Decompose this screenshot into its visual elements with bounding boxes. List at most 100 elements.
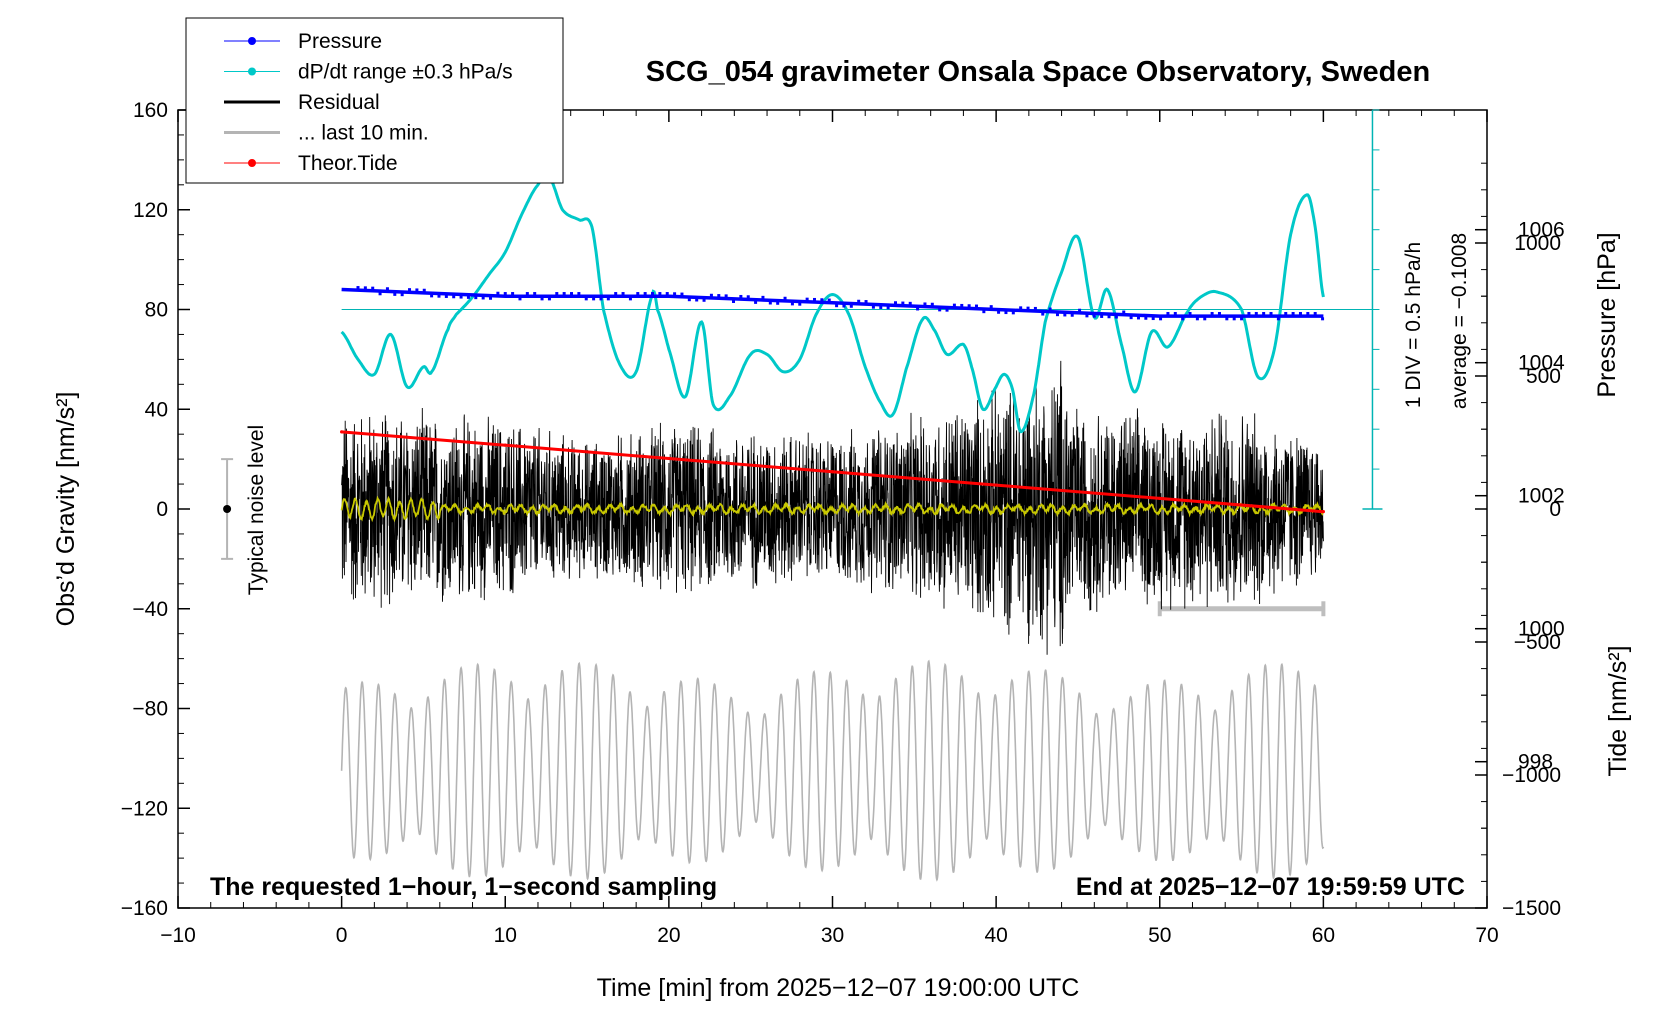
pressure-point [1159, 317, 1163, 321]
last-10-min-line [340, 659, 1325, 882]
pressure-point [938, 308, 942, 312]
pressure-point [1136, 316, 1140, 320]
pressure-point [518, 297, 522, 301]
pressure-point [459, 295, 463, 299]
pressure-point [665, 292, 669, 296]
y-tick-label: 120 [133, 199, 168, 222]
dpdt-line [340, 174, 1325, 434]
series-dpdt [340, 174, 1325, 434]
pressure-point [893, 301, 897, 305]
pressure-point [989, 305, 993, 309]
pressure-point [923, 302, 927, 306]
pressure-point [643, 292, 647, 296]
pressure-point [371, 286, 375, 290]
pressure-point [842, 304, 846, 308]
pressure-point [857, 299, 861, 303]
pressure-point [717, 294, 721, 298]
pressure-point [525, 292, 529, 296]
pressure-point [820, 298, 824, 302]
tide-point [1321, 510, 1325, 514]
pressure-point [356, 286, 360, 290]
y-axis-label-tide: Tide [nm/s²] [1604, 645, 1632, 776]
pressure-point [614, 292, 618, 296]
pressure-point [599, 297, 603, 301]
x-tick-label: 70 [1475, 924, 1498, 947]
pressure-point [849, 304, 853, 308]
pressure-point [474, 296, 478, 300]
series-theoretical-tide [340, 430, 1325, 514]
pressure-point [1078, 308, 1082, 312]
pressure-point [1321, 317, 1325, 321]
pressure-point [503, 292, 507, 296]
pressure-point [378, 292, 382, 296]
pressure-point [982, 310, 986, 314]
pressure-point [636, 292, 640, 296]
pressure-point [1055, 313, 1059, 317]
tide-point [994, 483, 998, 487]
pressure-point [732, 299, 736, 303]
pressure-point [1173, 311, 1177, 315]
pressure-point [871, 305, 875, 309]
tide-point [340, 430, 344, 434]
x-tick-label: −10 [160, 924, 196, 947]
footer-left: The requested 1−hour, 1−second sampling [210, 873, 717, 901]
pressure-point [960, 303, 964, 307]
pressure-point [415, 288, 419, 292]
pressure-point [768, 301, 772, 305]
x-axis-label: Time [min] from 2025−12−07 19:00:00 UTC [597, 974, 1080, 1002]
tide-tick-label: −1000 [1502, 764, 1561, 787]
pressure-point [673, 292, 677, 296]
pressure-point [1085, 314, 1089, 318]
pressure-point [489, 296, 493, 300]
tide-tick-label: −1500 [1502, 897, 1561, 920]
legend-label: ... last 10 min. [298, 122, 429, 145]
pressure-point [805, 297, 809, 301]
pressure-point [1195, 317, 1199, 321]
legend-label: dP/dt range ±0.3 hPa/s [298, 61, 513, 84]
noise-bar-center [223, 505, 232, 513]
pressure-point [1203, 317, 1207, 321]
pressure-point [1225, 317, 1229, 321]
pressure-point [835, 304, 839, 308]
pressure-point [1041, 312, 1045, 316]
pressure-point [1181, 317, 1185, 321]
pressure-line [341, 287, 1324, 318]
y-axis-label-gravity: Obs’d Gravity [nm/s²] [52, 392, 80, 627]
pressure-point [798, 302, 802, 306]
pressure-point [945, 308, 949, 312]
pressure-point [452, 295, 456, 299]
pressure-point [724, 294, 728, 298]
x-tick-label: 50 [1148, 924, 1171, 947]
pressure-point [1048, 307, 1052, 311]
pressure-point [547, 297, 551, 301]
tide-tick-label: 1000 [1514, 232, 1561, 255]
series-last-10-min [340, 601, 1326, 882]
pressure-point [776, 301, 780, 305]
pressure-point [511, 292, 515, 296]
legend-label: Theor.Tide [298, 152, 398, 175]
tide-tick-label: 500 [1526, 365, 1561, 388]
pressure-point [363, 286, 367, 290]
pressure-point [1122, 310, 1126, 314]
tide-tick-label: 0 [1549, 498, 1561, 521]
pressure-point [813, 297, 817, 301]
pressure-point [864, 300, 868, 304]
y-tick-label: 80 [145, 299, 168, 322]
pressure-point [974, 304, 978, 308]
y-tick-label: −80 [132, 698, 168, 721]
pressure-point [466, 295, 470, 299]
pressure-point [1070, 313, 1074, 317]
pressure-point [680, 292, 684, 296]
pressure-point [1262, 311, 1266, 315]
y-tick-label: −160 [121, 897, 168, 920]
legend-label: Pressure [298, 30, 382, 53]
pressure-point [1276, 317, 1280, 321]
series-residual [341, 360, 1324, 655]
y-tick-label: 0 [156, 498, 168, 521]
x-tick-label: 0 [336, 924, 348, 947]
legend-label: Residual [298, 91, 380, 114]
pressure-point [444, 294, 448, 298]
pressure-point [1026, 306, 1030, 310]
pressure-point [1063, 313, 1067, 317]
